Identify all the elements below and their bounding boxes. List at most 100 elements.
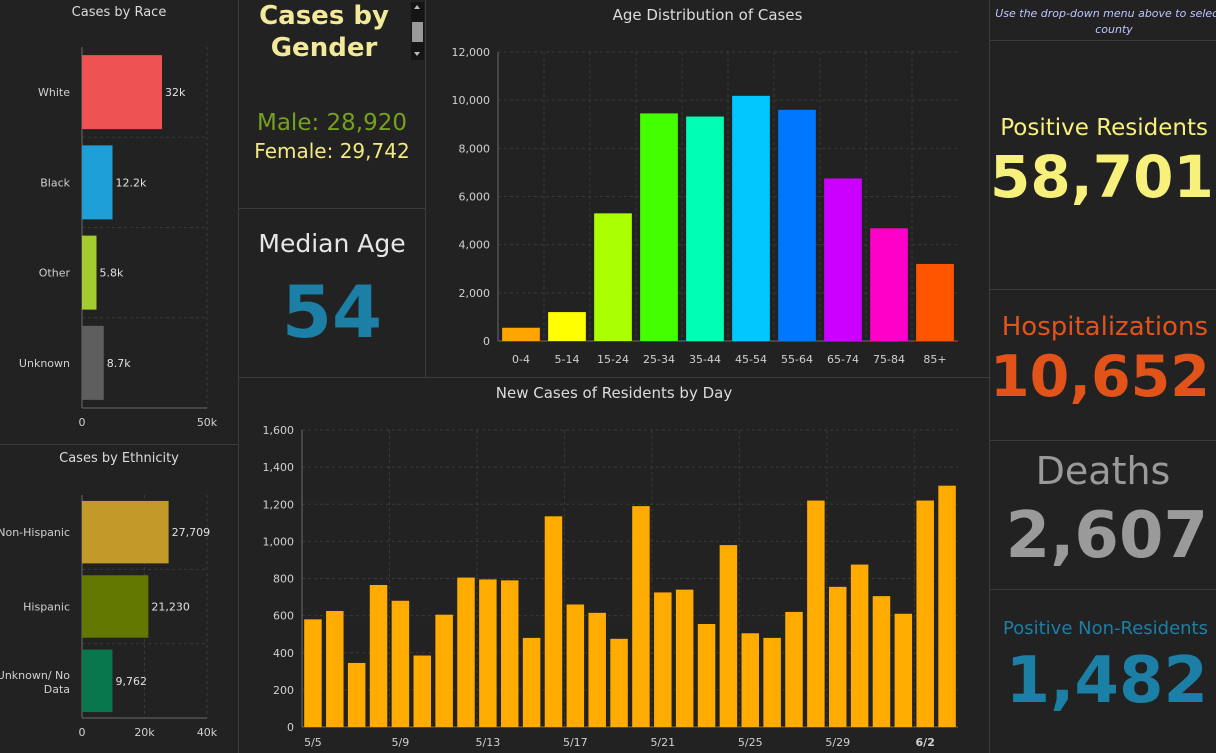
daily-chart-title: New Cases of Residents by Day [495,384,733,402]
gender-panel: Cases by Gender Male: 28,920 Female: 29,… [239,0,662,208]
bar-data-label: 5.8k [100,267,124,280]
median-age-value: 54 [281,270,383,354]
race-chart-title: Cases by Race [71,5,167,20]
category-label: Black [40,176,70,189]
y-tick-label: 2,000 [459,287,491,300]
day-bar-19 [719,545,738,727]
positive-residents-value: 58,701 [990,143,1214,211]
scroll-down-icon[interactable] [414,52,420,56]
age-bar-6 [778,109,816,341]
day-bar-7 [457,577,475,727]
day-bar-2 [347,662,366,727]
day-bar-9 [500,580,519,727]
gender-divider [239,208,425,209]
day-bar-23 [807,500,825,727]
x-tick-label: 5/21 [650,736,675,749]
bar-other [82,235,97,310]
day-bar-1 [326,610,344,727]
bar-white [82,55,162,130]
category-label: Non-Hispanic [0,526,70,539]
day-bar-5 [413,655,432,727]
y-tick-label: 12,000 [452,46,491,59]
race-panel: Cases by Race 0 50k 32k White 12.2k Black 5.8k… [0,0,238,444]
day-bar-26 [872,596,891,727]
day-bar-29 [938,485,956,727]
y-tick-label: 8,000 [459,142,491,155]
x-tick-label: 5/5 [304,736,322,749]
age-chart: 0 2,000 4,000 6,000 8,000 10,000 12,000 0-4 5-14… [452,46,958,366]
day-bar-27 [894,613,913,727]
day-bar-3 [369,584,388,727]
positive-panel: Positive Residents 58,701 [990,41,1216,289]
day-bar-25 [850,564,869,727]
deaths-value: 2,607 [1005,499,1208,573]
bar-data-label: 21,230 [151,601,190,614]
x-tick-label: 50k [197,416,218,429]
hosp-divider [990,440,1216,441]
deaths-label: Deaths [1035,449,1171,493]
hospitalizations-label: Hospitalizations [1001,312,1208,342]
x-tick-label: 5-14 [555,353,580,366]
hospitalizations-value: 10,652 [990,344,1210,410]
age-bar-5 [732,95,770,341]
notice-divider [990,40,1216,41]
age-bar-8 [870,228,908,341]
age-bar-0 [502,327,540,341]
ethnicity-panel: Cases by Ethnicity 0 20k 40k 27,709 Non-Hisp… [0,445,238,753]
bar-data-label: 12.2k [116,176,147,189]
day-bar-4 [391,600,410,727]
bar-black [82,145,113,220]
right-column-divider [989,0,990,753]
left-column-divider [238,0,239,753]
bar-data-label: 32k [165,86,186,99]
age-chart-title: Age Distribution of Cases [612,6,803,24]
y-tick-label: 400 [273,647,294,660]
left-divider [0,444,238,445]
day-bar-22 [785,611,803,727]
y-tick-label: 1,000 [263,535,295,548]
category-label: Unknown/ No [0,669,70,682]
day-bar-10 [522,637,541,727]
category-label: Hispanic [23,601,70,614]
female-count: Female: 29,742 [254,139,410,163]
x-tick-label: 75-84 [873,353,905,366]
x-tick-label: 40k [197,726,218,739]
middle-divider [239,377,989,378]
x-tick-label: 0 [79,726,86,739]
positive-residents-label: Positive Residents [1000,115,1208,141]
age-bar-9 [916,263,954,341]
y-tick-label: 4,000 [459,239,491,252]
non-residents-label: Positive Non-Residents [1003,618,1208,639]
category-label: Data [44,683,70,696]
day-bar-8 [479,579,497,727]
scroll-up-icon[interactable] [414,5,420,9]
day-bar-0 [304,619,322,727]
y-tick-label: 1,600 [263,424,295,437]
day-bar-20 [741,633,760,727]
county-notice: Use the drop-down menu above to select a… [995,7,1216,36]
day-bar-6 [435,614,453,727]
nonres-panel: Positive Non-Residents 1,482 [990,590,1216,753]
day-bar-16 [654,592,672,727]
y-tick-label: 200 [273,684,294,697]
x-tick-label: 0-4 [512,353,530,366]
race-chart: 0 50k 32k White 12.2k Black 5.8k Other 8.7k Unkno… [19,47,218,429]
day-bar-14 [610,638,628,727]
x-tick-label: 85+ [923,353,946,366]
daily-chart: 0 200 400 600 800 1,000 1,200 1,400 1,600 5/5 5/9 5… [263,424,958,749]
scroll-thumb[interactable] [412,22,423,42]
bar-unknown-no-data [82,649,113,713]
y-tick-label: 1,400 [263,461,295,474]
x-tick-label: 35-44 [689,353,721,366]
bar-data-label: 9,762 [116,675,148,688]
x-tick-label: 0 [79,416,86,429]
age-bar-4 [686,116,724,341]
x-tick-label: 55-64 [781,353,813,366]
day-bar-28 [916,500,934,727]
deaths-divider [990,589,1216,590]
bar-data-label: 27,709 [172,526,211,539]
bar-non-hispanic [82,500,169,564]
day-bar-11 [544,516,563,727]
day-bar-12 [566,604,585,727]
gender-scrollbar-track[interactable] [411,2,424,60]
